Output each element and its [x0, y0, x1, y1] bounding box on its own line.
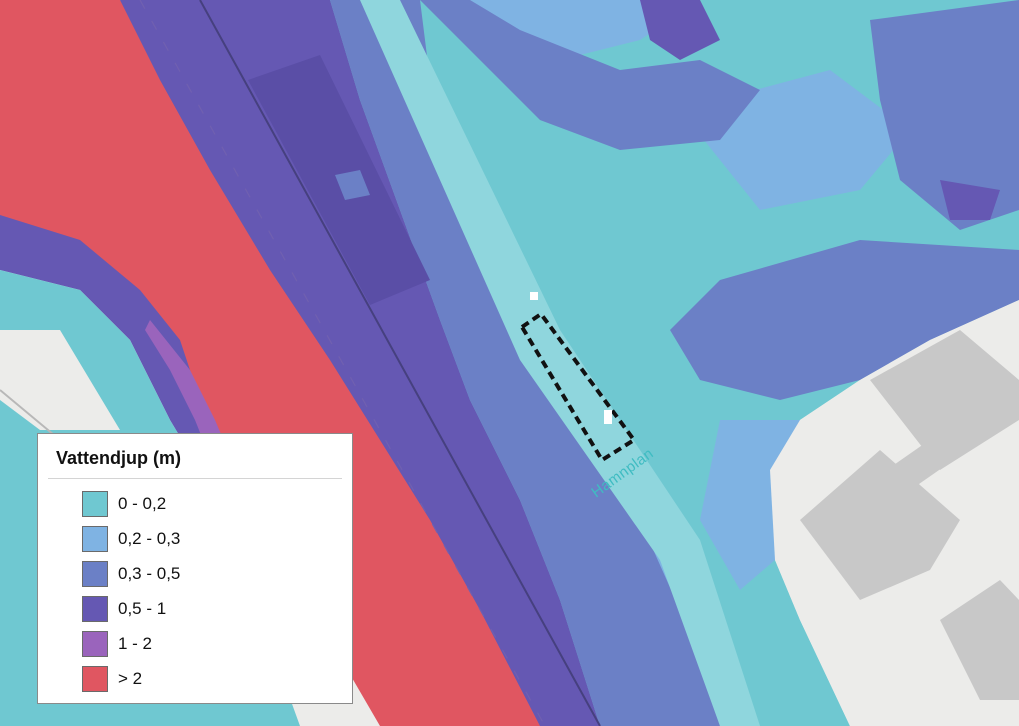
legend-item: 0,2 - 0,3: [82, 521, 180, 556]
flood-zone-deep-1: [420, 0, 760, 150]
legend-label: 0,2 - 0,3: [118, 528, 181, 548]
road-corridor-deep: [120, 0, 600, 726]
road-edge-line: [139, 0, 546, 726]
building-3: [940, 580, 1019, 700]
legend-title: Vattendjup (m): [56, 448, 181, 468]
dry-land-road-line: [0, 389, 61, 441]
legend-item: > 2: [82, 661, 180, 696]
flood-zone-edge-left-2: [145, 320, 232, 470]
legend-swatch: [82, 560, 108, 587]
legend-list: 0 - 0,2 0,2 - 0,3 0,3 - 0,5 0,5 - 1 1 - …: [82, 486, 180, 696]
flood-zone-deep-2: [870, 0, 1019, 230]
white-marker-1: [530, 292, 538, 300]
flood-zone-deep-5: [940, 180, 1000, 220]
legend-item: 1 - 2: [82, 626, 180, 661]
flood-zone-deep-3: [670, 240, 1019, 400]
legend-swatch: [82, 665, 108, 692]
flood-zone-very-deep: [0, 0, 540, 726]
flood-zone-edge-left: [0, 215, 230, 470]
legend-swatch: [82, 630, 108, 657]
flood-zone-deep-4: [640, 0, 720, 60]
building-connector: [895, 441, 945, 489]
legend-divider: [48, 478, 342, 479]
legend-item: 0 - 0,2: [82, 486, 180, 521]
dry-land-left: [0, 330, 120, 430]
building-1: [870, 330, 1019, 470]
legend-label: 0,3 - 0,5: [118, 563, 181, 583]
road-centerline: [199, 0, 601, 726]
legend-label: 0,5 - 1: [118, 598, 167, 618]
white-marker-2: [604, 410, 612, 424]
legend-swatch: [82, 595, 108, 622]
legend-swatch: [82, 490, 108, 517]
legend-label: > 2: [118, 668, 143, 688]
map-legend: Vattendjup (m) 0 - 0,2 0,2 - 0,3 0,3 - 0…: [37, 433, 353, 704]
legend-item: 0,3 - 0,5: [82, 556, 180, 591]
deep-basin-notch: [335, 170, 370, 200]
highlight-area-outline: [519, 311, 637, 463]
legend-item: 0,5 - 1: [82, 591, 180, 626]
street-band: [360, 0, 760, 726]
building-2: [800, 450, 960, 600]
legend-swatch: [82, 525, 108, 552]
legend-label: 1 - 2: [118, 633, 153, 653]
legend-label: 0 - 0,2: [118, 493, 167, 513]
